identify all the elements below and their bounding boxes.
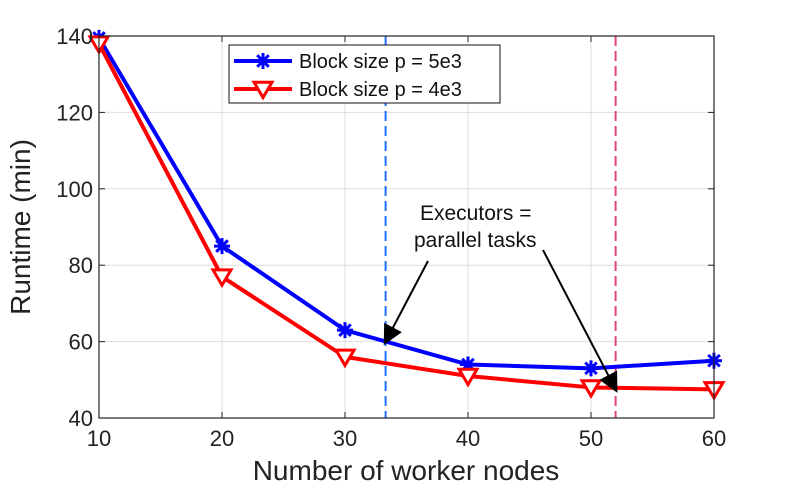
x-tick-label-4: 50: [579, 426, 603, 451]
legend: Block size p = 5e3 Block size p = 4e3: [228, 44, 501, 104]
y-tick-label-4: 120: [56, 100, 93, 125]
x-tick-label-1: 20: [210, 426, 234, 451]
x-tick-label-2: 30: [333, 426, 357, 451]
series-1-point-3: [337, 322, 353, 339]
series-2-point-4: [456, 367, 480, 388]
x-tick-label-0: 10: [87, 426, 111, 451]
series-1-point-5: [583, 360, 599, 377]
legend-label-series-1: Block size p = 5e3: [299, 51, 462, 73]
axes-layer: [98, 35, 715, 419]
annotation-line-1: Executors =: [420, 202, 531, 225]
annotation: Executors = parallel tasks: [414, 202, 537, 252]
y-tick-label-0: 40: [69, 406, 93, 431]
x-tick-label-3: 40: [456, 426, 480, 451]
annotation-arrows: [383, 249, 618, 393]
y-axis-label: Runtime (min): [5, 139, 36, 315]
plot-frame: [98, 35, 715, 419]
series-line-1: [97, 36, 715, 371]
y-tick-labels: 40 60 80 100 120 140: [56, 24, 93, 431]
annotation-line-2: parallel tasks: [414, 229, 537, 252]
series-2-point-5: [579, 379, 603, 399]
y-tick-label-3: 100: [56, 177, 93, 202]
y-tick-label-1: 60: [69, 330, 93, 355]
x-tick-labels: 10 20 30 40 50 60: [87, 426, 726, 451]
annotation-arrow-1: [383, 260, 429, 346]
y-tick-label-5: 140: [56, 24, 93, 49]
series-1-point-2: [214, 238, 230, 255]
legend-marker-series-2: [251, 80, 275, 101]
legend-box: [228, 44, 501, 104]
x-axis-label: Number of worker nodes: [253, 455, 560, 486]
y-tick-label-2: 80: [69, 253, 93, 278]
legend-label-series-2: Block size p = 4e3: [299, 79, 462, 101]
series-2-point-2: [210, 268, 234, 289]
series-2-point-3: [333, 348, 357, 369]
annotation-arrow-2: [542, 249, 618, 393]
x-tick-label-5: 60: [702, 426, 726, 451]
legend-marker-series-1: [255, 53, 271, 69]
